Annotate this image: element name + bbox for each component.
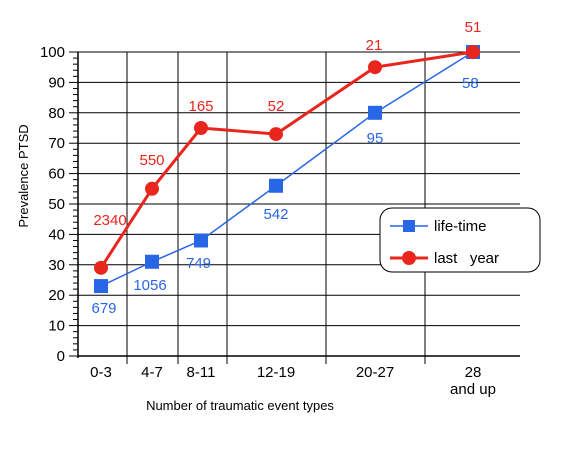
last-year-data-label: 21 — [366, 37, 383, 54]
life-time-data-label: 95 — [367, 130, 384, 147]
life-time-point — [194, 233, 208, 248]
life-time-point — [145, 254, 159, 269]
x-axis-label: Number of traumatic event types — [146, 398, 334, 413]
series-layer: 679 1056 749 542 95 58 2340 550 165 52 21 51 — [91, 19, 481, 317]
y-tick-label: 0 — [57, 348, 65, 365]
last-year-point — [194, 121, 208, 135]
y-axis-label: Prevalence PTSD — [16, 124, 31, 227]
legend: life-time last year — [379, 207, 541, 273]
life-time-data-label: 1056 — [133, 277, 166, 294]
x-tick-label: 4-7 — [141, 364, 163, 381]
last-year-data-label: 2340 — [93, 212, 126, 229]
x-tick-label: 28 and up — [450, 364, 496, 398]
last-year-line — [99, 50, 474, 269]
last-year-point — [466, 45, 480, 59]
y-tick-label: 70 — [48, 135, 65, 152]
life-time-point — [368, 105, 382, 120]
y-tick-label: 60 — [48, 166, 65, 183]
legend-last-year-label: last year — [434, 250, 499, 267]
legend-life-time-marker — [403, 220, 415, 232]
last-year-point — [269, 127, 283, 142]
last-year-data-label: 550 — [139, 152, 164, 169]
y-tick-label: 100 — [40, 44, 65, 61]
y-tick-label: 90 — [48, 74, 65, 91]
last-year-data-label: 165 — [188, 98, 213, 115]
y-tick-label: 10 — [48, 318, 65, 335]
x-tick-label: 8-11 — [187, 364, 216, 381]
x-tick-label: 12-19 — [257, 364, 295, 381]
life-time-data-label: 542 — [263, 206, 288, 223]
legend-box — [379, 207, 541, 273]
y-axis: 0 10 20 30 40 50 60 70 80 90 100 — [40, 44, 79, 365]
y-tick-label: 80 — [48, 105, 65, 122]
last-year-point — [145, 181, 159, 196]
last-year-point — [94, 260, 108, 275]
life-time-point — [94, 279, 108, 294]
life-time-data-label: 749 — [186, 255, 211, 272]
gridlines — [78, 51, 520, 356]
x-tick-label: 0-3 — [90, 364, 112, 381]
x-axis: 0-3 4-7 8-11 12-19 20-27 28 and up — [78, 355, 520, 398]
life-time-data-label: 58 — [462, 75, 479, 92]
legend-last-year-marker — [402, 251, 416, 265]
y-tick-label: 40 — [48, 226, 65, 243]
life-time-data-label: 679 — [91, 300, 116, 317]
last-year-point — [368, 60, 382, 75]
life-time-point — [269, 178, 283, 193]
legend-life-time-label: life-time — [434, 218, 487, 235]
y-tick-label: 20 — [48, 287, 65, 304]
y-tick-label: 30 — [48, 257, 65, 274]
life-time-line — [100, 51, 474, 287]
y-tick-label: 50 — [48, 196, 65, 213]
x-tick-label: 20-27 — [356, 364, 394, 381]
last-year-data-label: 51 — [465, 19, 482, 36]
last-year-data-label: 52 — [268, 98, 285, 115]
